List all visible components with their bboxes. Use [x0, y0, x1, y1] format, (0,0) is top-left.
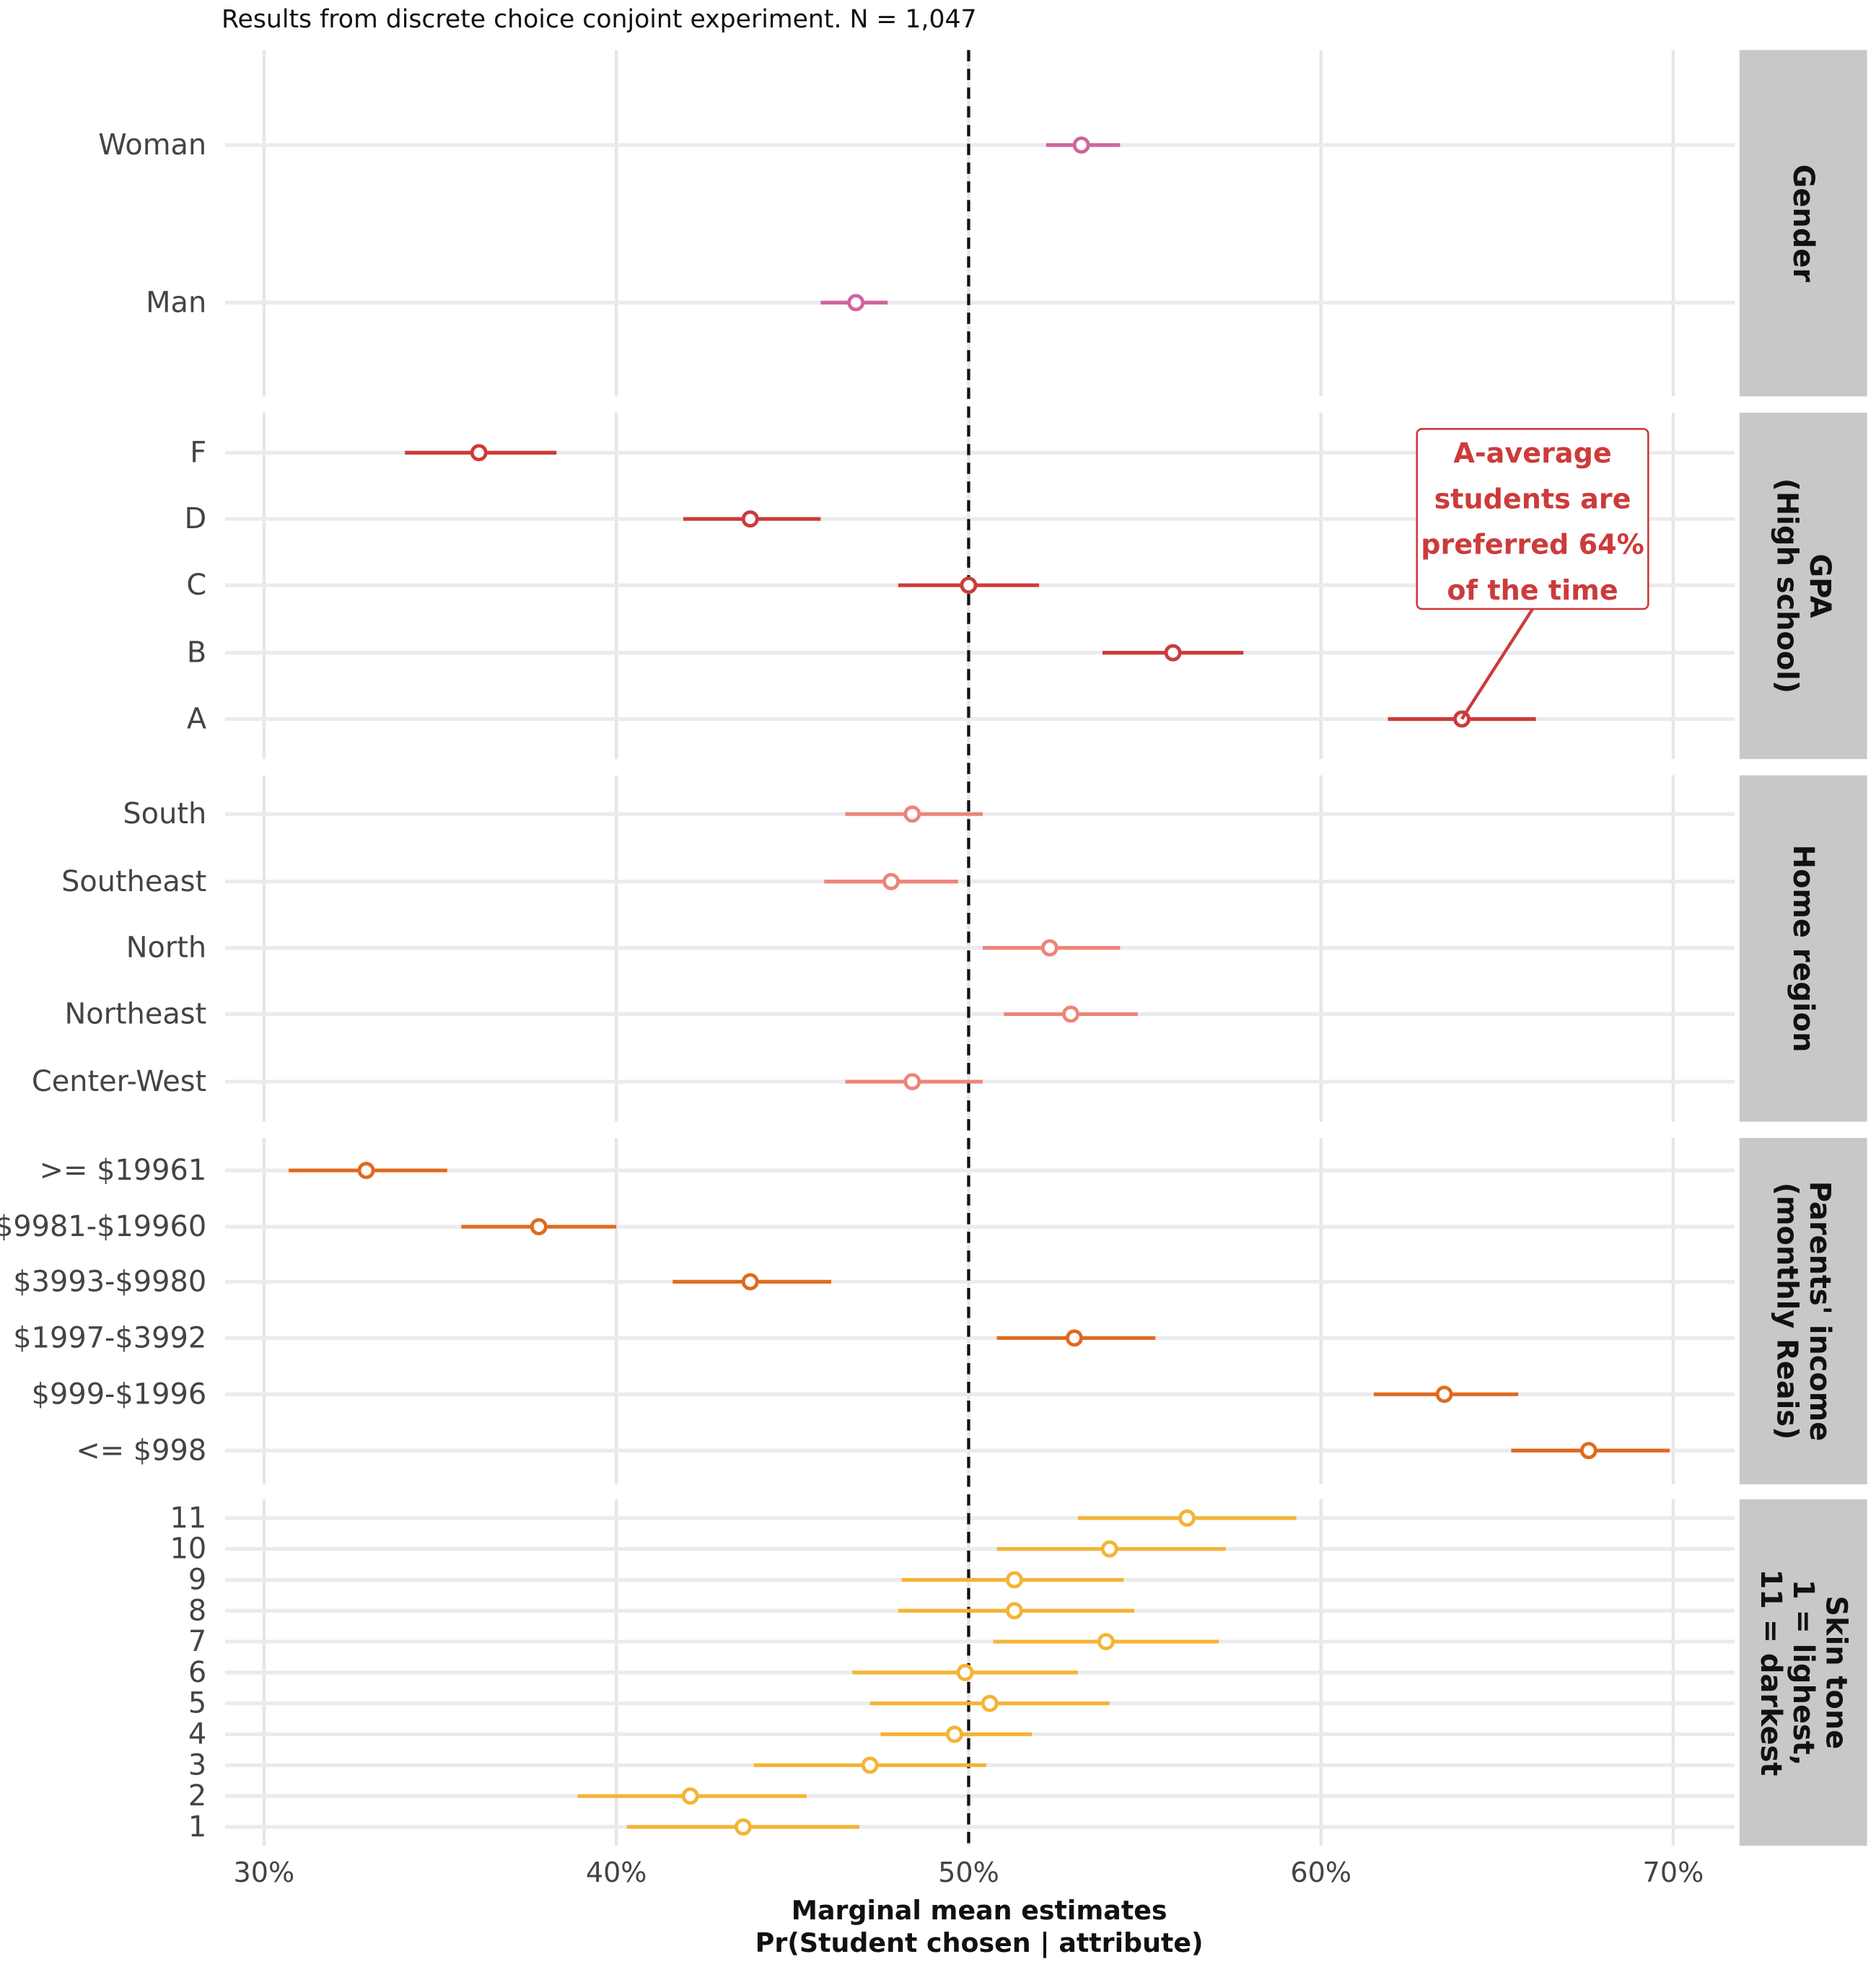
chart-subtitle: Results from discrete choice conjoint ex…	[222, 5, 977, 34]
facet-strip-label: Gender	[1787, 165, 1820, 283]
facet-strip-label: (High school)	[1771, 478, 1804, 693]
y-tick-label: Southeast	[61, 865, 206, 898]
y-tick-label: C	[186, 569, 206, 602]
facet-strip-label: (monthly Reais)	[1771, 1183, 1804, 1440]
annotation-text: preferred 64%	[1421, 529, 1644, 561]
facet-strip	[1739, 412, 1867, 759]
point-estimate	[1435, 1385, 1453, 1403]
y-tick-label: 4	[188, 1717, 206, 1751]
point-estimate	[956, 1663, 974, 1681]
facet-strip	[1739, 50, 1867, 397]
point-estimate	[861, 1756, 879, 1774]
panel-0: Gender	[225, 50, 1867, 397]
plot-area: Gender GPA(High school) Home region Parents…	[0, 50, 1867, 1888]
facet-strip-label: 11 = darkest	[1754, 1569, 1787, 1776]
point-estimate	[1097, 1633, 1115, 1651]
y-tick-label: 6	[188, 1656, 206, 1689]
y-tick-label: Center-West	[32, 1065, 206, 1098]
facet-strip-label: Home region	[1787, 845, 1820, 1053]
x-tick-label: 40%	[586, 1857, 647, 1888]
x-tick-label: 60%	[1290, 1857, 1351, 1888]
facet-strip	[1739, 1499, 1867, 1846]
y-tick-label: Man	[146, 286, 206, 319]
point-estimate	[903, 1073, 921, 1090]
x-tick-label: 50%	[938, 1857, 999, 1888]
point-estimate	[945, 1725, 963, 1743]
x-axis-title-line2: Pr(Student chosen | attribute)	[755, 1927, 1204, 1959]
y-tick-label: 8	[188, 1594, 206, 1627]
point-estimate	[357, 1162, 375, 1180]
y-tick-label: 3	[188, 1748, 206, 1782]
y-tick-label: South	[123, 797, 206, 831]
y-tick-label: North	[126, 932, 206, 965]
y-tick-label: $3993-$9980	[13, 1265, 206, 1298]
point-estimate	[735, 1818, 752, 1836]
y-tick-label: 9	[188, 1563, 206, 1596]
point-estimate	[1005, 1602, 1023, 1620]
point-estimate	[681, 1787, 699, 1805]
point-estimate	[530, 1218, 548, 1236]
point-estimate	[1579, 1442, 1597, 1460]
point-estimate	[741, 510, 759, 528]
y-tick-label: <= $998	[76, 1434, 206, 1467]
point-estimate	[470, 444, 488, 462]
facet-strip	[1739, 1138, 1867, 1485]
annotation-text: of the time	[1447, 574, 1618, 606]
panel-2: Home region	[225, 775, 1867, 1122]
facet-strip-label: Skin tone	[1819, 1595, 1852, 1749]
annotation-text: A-average	[1453, 437, 1611, 469]
facet-strip-label: 1 = lighest,	[1787, 1580, 1820, 1766]
y-tick-label: A	[187, 702, 206, 735]
facet-strip	[1739, 775, 1867, 1122]
point-estimate	[1164, 644, 1182, 662]
point-estimate	[741, 1273, 759, 1291]
y-tick-label: 1	[188, 1810, 206, 1844]
y-tick-label: 10	[170, 1533, 206, 1566]
point-estimate	[960, 577, 978, 594]
y-tick-label: >= $19961	[40, 1154, 207, 1187]
y-tick-label: $1997-$3992	[13, 1321, 206, 1354]
point-estimate	[1072, 136, 1090, 154]
y-tick-label: Northeast	[64, 997, 206, 1030]
annotation-leader-line	[1460, 608, 1534, 720]
point-estimate	[847, 294, 865, 312]
facet-strip-label: Parents' income	[1803, 1181, 1836, 1441]
point-estimate	[1040, 939, 1058, 957]
facet-strip-label: GPA	[1803, 553, 1836, 618]
y-tick-label: 7	[188, 1625, 206, 1658]
y-tick-label: B	[187, 636, 206, 670]
x-tick-label: 70%	[1643, 1857, 1704, 1888]
x-tick-label: 30%	[234, 1857, 295, 1888]
y-tick-label: 5	[188, 1687, 206, 1720]
y-tick-label: D	[185, 502, 207, 535]
annotation-text: students are	[1434, 483, 1631, 514]
point-estimate	[1178, 1509, 1196, 1527]
y-tick-label: F	[190, 436, 206, 469]
y-tick-label: Woman	[98, 128, 206, 162]
y-tick-label: $999-$1996	[32, 1377, 207, 1411]
y-tick-label: 2	[188, 1779, 206, 1813]
y-tick-label: 11	[170, 1502, 206, 1535]
point-estimate	[981, 1694, 999, 1712]
point-estimate	[1005, 1571, 1023, 1589]
panel-3: Parents' income(monthly Reais)	[225, 1138, 1867, 1485]
y-tick-label: $9981-$19960	[0, 1210, 206, 1243]
point-estimate	[903, 805, 921, 823]
point-estimate	[1100, 1540, 1118, 1558]
x-axis-title-line1: Marginal mean estimates	[792, 1895, 1167, 1926]
annotation-box	[1416, 428, 1649, 610]
point-estimate	[882, 872, 900, 890]
point-estimate	[1065, 1329, 1083, 1347]
point-estimate	[1062, 1005, 1080, 1023]
